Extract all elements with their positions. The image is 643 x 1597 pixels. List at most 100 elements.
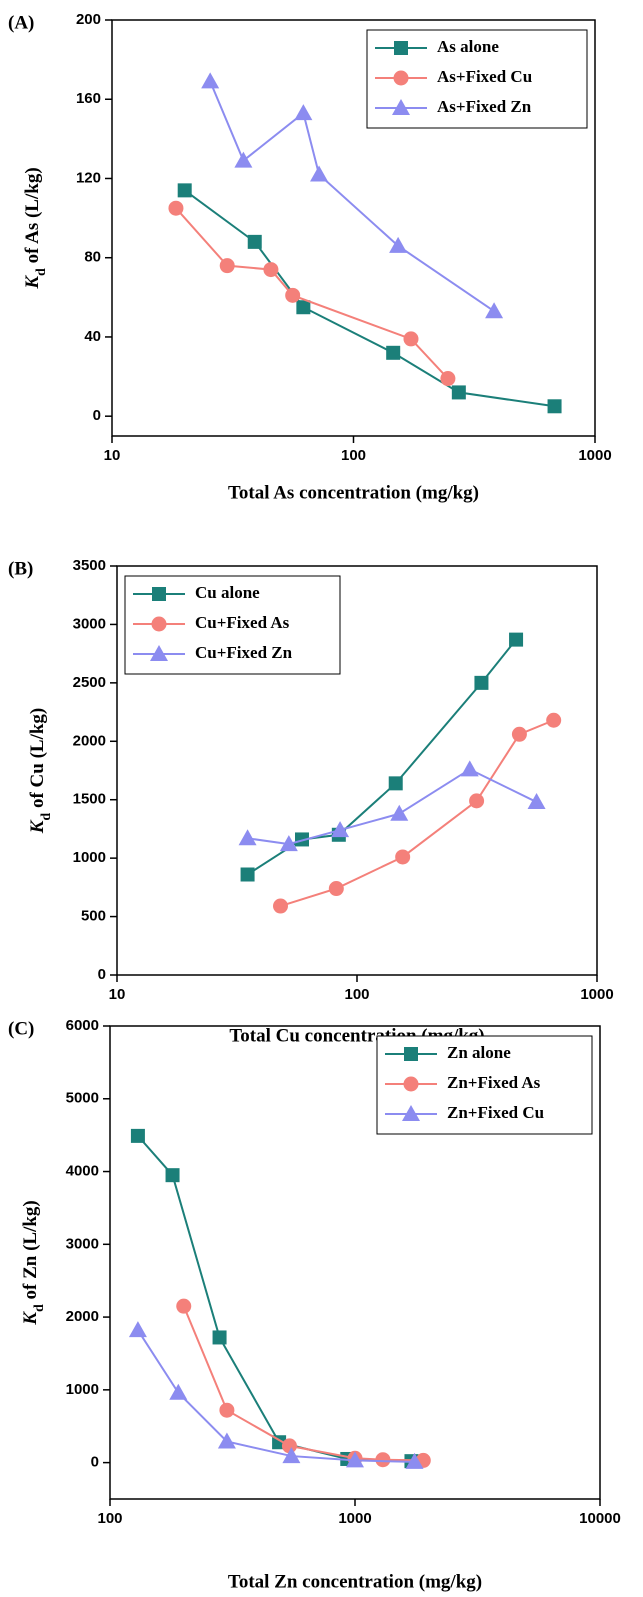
y-tick-label: 1500	[73, 791, 106, 808]
legend-label: Zn+Fixed As	[447, 1073, 541, 1092]
data-point	[405, 1452, 424, 1469]
x-tick-label: 10	[104, 447, 121, 464]
legend-marker	[150, 645, 168, 661]
data-point	[201, 72, 220, 89]
y-axis-label: Kd of Cu (L/kg)	[27, 708, 53, 835]
x-tick-label: 1000	[578, 447, 611, 464]
data-point	[219, 1402, 235, 1418]
y-tick-label: 3000	[73, 615, 106, 632]
data-point	[128, 1321, 147, 1338]
legend-marker	[152, 587, 166, 601]
y-tick-label: 40	[84, 328, 101, 345]
data-point	[285, 287, 301, 303]
data-point	[281, 1438, 297, 1454]
data-point	[511, 726, 527, 742]
data-point	[247, 234, 262, 249]
data-point	[485, 302, 504, 319]
data-point	[212, 1330, 227, 1345]
y-tick-label: 120	[76, 169, 101, 186]
data-point	[395, 849, 411, 865]
data-point	[176, 1298, 192, 1314]
series-line	[137, 1329, 415, 1463]
x-tick-label: 10000	[579, 1510, 621, 1527]
data-point	[469, 793, 485, 809]
data-point	[272, 898, 288, 914]
data-point	[346, 1451, 364, 1468]
y-tick-label: 3000	[66, 1235, 99, 1252]
data-point	[547, 399, 562, 414]
x-tick-label: 10	[109, 986, 126, 1003]
y-tick-label: 1000	[73, 849, 106, 866]
x-axis-label: Total As concentration (mg/kg)	[228, 482, 479, 503]
data-point	[440, 371, 456, 387]
y-tick-label: 4000	[66, 1163, 99, 1180]
data-point	[375, 1452, 391, 1468]
data-point	[217, 1432, 236, 1449]
legend-marker	[393, 70, 409, 86]
y-tick-label: 2000	[66, 1308, 99, 1325]
legend-label: Cu+Fixed Zn	[195, 643, 293, 662]
y-tick-label: 0	[98, 966, 106, 983]
legend-label: Zn alone	[447, 1043, 511, 1062]
x-tick-label: 1000	[580, 986, 613, 1003]
data-point	[460, 760, 479, 777]
data-point	[279, 835, 298, 852]
y-tick-label: 5000	[66, 1090, 99, 1107]
data-point	[240, 867, 255, 882]
y-tick-label: 200	[76, 11, 101, 28]
legend-marker	[404, 1047, 418, 1061]
data-point	[234, 151, 253, 168]
y-tick-label: 6000	[66, 1017, 99, 1034]
data-point	[389, 236, 408, 253]
data-point	[386, 345, 401, 360]
panel-label: (B)	[8, 558, 33, 579]
y-tick-label: 2500	[73, 674, 106, 691]
legend-marker	[392, 99, 410, 115]
x-tick-label: 100	[97, 1510, 122, 1527]
data-point	[282, 1447, 301, 1464]
panel-label: (A)	[8, 12, 34, 33]
x-axis-label: Total Zn concentration (mg/kg)	[228, 1571, 482, 1592]
y-tick-label: 3500	[73, 557, 106, 574]
series-line	[280, 719, 555, 908]
series-line	[209, 81, 495, 313]
legend-marker	[394, 41, 408, 55]
panel-label: (C)	[8, 1018, 34, 1039]
y-tick-label: 500	[81, 908, 106, 925]
y-axis-label: Kd of As (L/kg)	[22, 167, 48, 289]
data-point	[328, 881, 344, 897]
data-point	[310, 165, 329, 182]
y-tick-label: 80	[84, 249, 101, 266]
data-point	[130, 1128, 145, 1143]
legend-marker	[402, 1105, 420, 1121]
data-point	[403, 331, 419, 347]
x-tick-label: 100	[341, 447, 366, 464]
data-point	[388, 776, 403, 791]
data-point	[527, 793, 546, 810]
series-line	[247, 768, 538, 846]
data-point	[509, 632, 524, 647]
legend-label: Cu alone	[195, 583, 260, 602]
y-tick-label: 1000	[66, 1381, 99, 1398]
y-axis-label: Kd of Zn (L/kg)	[20, 1200, 46, 1325]
series-line	[182, 1305, 424, 1462]
x-tick-label: 100	[344, 986, 369, 1003]
data-point	[390, 804, 409, 821]
data-point	[219, 258, 235, 274]
y-tick-label: 0	[93, 407, 101, 424]
legend-label: Cu+Fixed As	[195, 613, 290, 632]
data-point	[331, 821, 350, 838]
data-point	[238, 829, 257, 846]
legend-marker	[151, 616, 167, 632]
series-line	[175, 207, 449, 380]
legend-marker	[403, 1076, 419, 1092]
legend-label: As alone	[437, 37, 499, 56]
y-tick-label: 160	[76, 90, 101, 107]
data-point	[165, 1168, 180, 1183]
series-line	[184, 189, 555, 408]
series-line	[137, 1135, 412, 1463]
data-point	[177, 183, 192, 198]
y-tick-label: 0	[91, 1454, 99, 1471]
data-point	[168, 200, 184, 216]
